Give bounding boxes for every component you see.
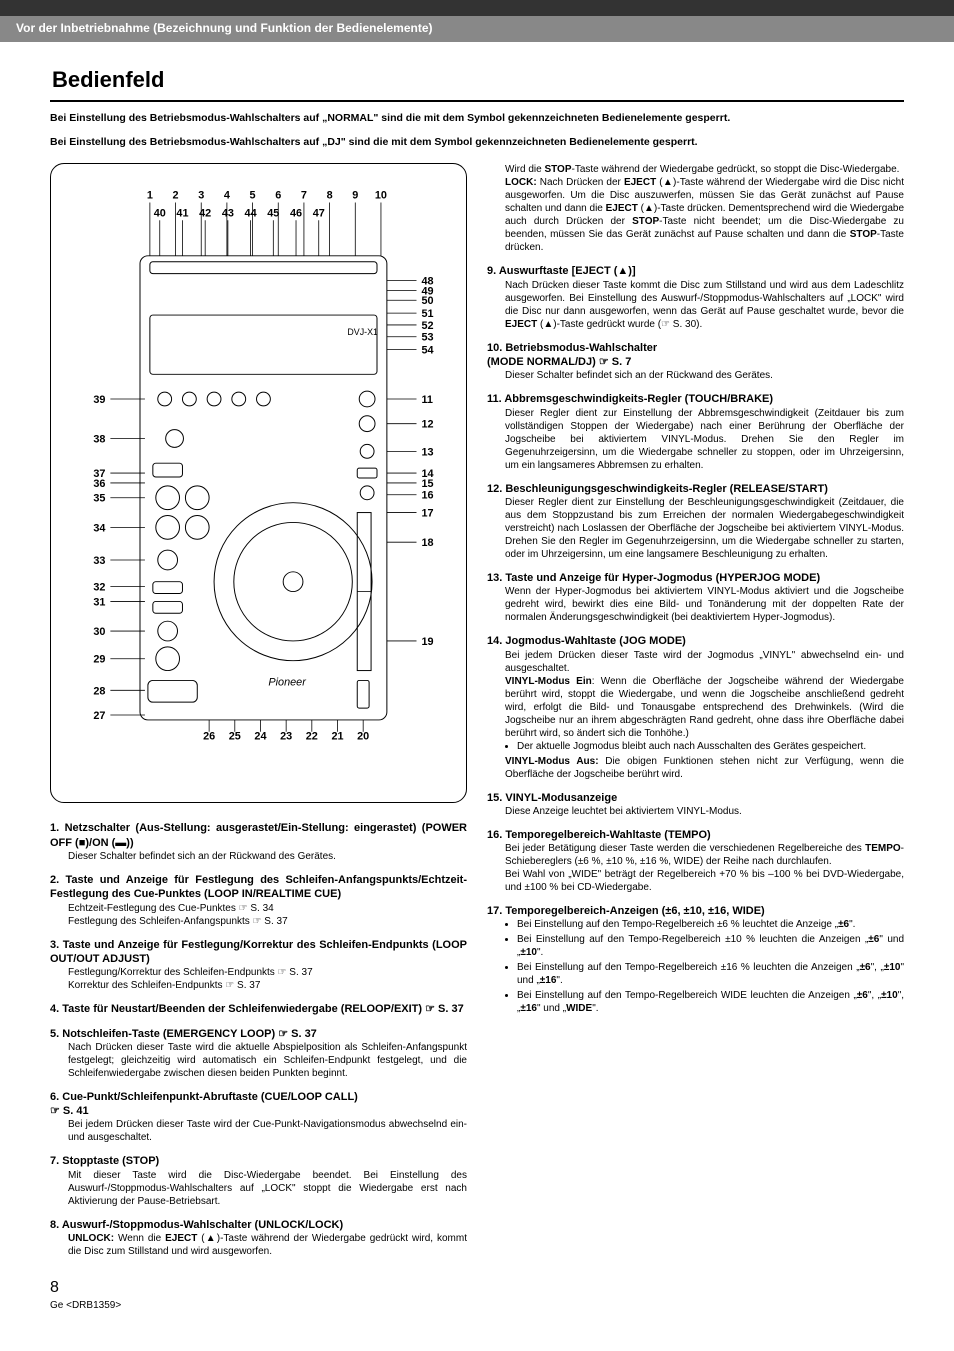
svg-text:35: 35 [93,493,105,505]
svg-text:52: 52 [421,320,433,332]
svg-text:33: 33 [93,555,105,567]
definition-item: 13. Taste und Anzeige für Hyper-Jogmodus… [487,571,904,624]
svg-text:44: 44 [245,208,257,220]
svg-text:15: 15 [421,478,433,490]
definitions-left: 1. Netzschalter (Aus-Stellung: ausgerast… [50,821,467,1258]
svg-text:34: 34 [93,523,105,535]
definitions-right: 9. Auswurftaste [EJECT (▲)]Nach Drücken … [487,264,904,1015]
svg-text:19: 19 [421,636,433,648]
model-text: DVJ-X1 [347,327,378,337]
definition-item: 5. Notschleifen-Taste (EMERGENCY LOOP) ☞… [50,1027,467,1080]
svg-text:13: 13 [421,447,433,459]
svg-text:9: 9 [352,190,358,202]
svg-text:18: 18 [421,538,433,550]
svg-text:25: 25 [229,731,241,743]
continuation-text: Wird die STOP-Taste während der Wiederga… [505,163,904,254]
section-title: Bedienfeld [50,66,904,95]
definition-item: 9. Auswurftaste [EJECT (▲)]Nach Drücken … [487,264,904,330]
bullet-item: Bei Einstellung auf den Tempo-Regelberei… [517,918,904,931]
svg-text:47: 47 [313,208,325,220]
device-diagram: 1234567891040414243444546474849505152535… [50,163,467,803]
svg-text:38: 38 [93,434,105,446]
page-number: 8 [50,1278,121,1299]
svg-text:1: 1 [147,190,153,202]
svg-text:31: 31 [93,597,105,609]
svg-text:22: 22 [306,731,318,743]
breadcrumb-text: Vor der Inbetriebnahme (Bezeichnung und … [16,21,433,37]
definition-item: 10. Betriebsmodus-Wahlschalter(MODE NORM… [487,341,904,383]
page-footer: 8 Ge <DRB1359> [50,1278,904,1312]
svg-text:54: 54 [421,345,433,357]
svg-text:5: 5 [250,190,256,202]
title-rule [50,100,904,102]
brand-text: Pioneer [268,677,306,689]
svg-text:43: 43 [222,208,234,220]
doc-ref: Ge <DRB1359> [50,1299,121,1312]
svg-text:28: 28 [93,686,105,698]
definition-item: 7. Stopptaste (STOP)Mit dieser Taste wir… [50,1154,467,1207]
definition-item: 2. Taste und Anzeige für Festlegung des … [50,873,467,928]
svg-text:20: 20 [357,731,369,743]
svg-text:30: 30 [93,626,105,638]
definition-item: 8. Auswurf-/Stoppmodus-Wahlschalter (UNL… [50,1218,467,1258]
definition-item: 15. VINYL-Modusanzeige Diese Anzeige leu… [487,791,904,818]
definition-item: 11. Abbremsgeschwindigkeits-Regler (TOUC… [487,392,904,471]
svg-text:50: 50 [421,296,433,308]
svg-text:29: 29 [93,654,105,666]
intro-line-1: Bei Einstellung des Betriebsmodus-Wahlsc… [50,112,904,126]
top-bar [0,0,954,16]
definition-item: 17. Temporegelbereich-Anzeigen (±6, ±10,… [487,904,904,1015]
definition-item: 3. Taste und Anzeige für Festlegung/Korr… [50,938,467,993]
svg-text:32: 32 [93,582,105,594]
definition-item: 1. Netzschalter (Aus-Stellung: ausgerast… [50,821,467,863]
intro-line-2: Bei Einstellung des Betriebsmodus-Wahlsc… [50,136,904,150]
definition-item: 14. Jogmodus-Wahltaste (JOG MODE) Bei je… [487,634,904,780]
svg-text:45: 45 [267,208,279,220]
definition-item: 4. Taste für Neustart/Beenden der Schlei… [50,1002,467,1016]
svg-text:3: 3 [198,190,204,202]
svg-text:8: 8 [327,190,333,202]
svg-text:24: 24 [254,731,266,743]
svg-text:41: 41 [176,208,188,220]
svg-text:51: 51 [421,309,433,321]
svg-text:26: 26 [203,731,215,743]
bullet-item: Bei Einstellung auf den Tempo-Regelberei… [517,933,904,959]
svg-text:36: 36 [93,478,105,490]
bullet-item: Der aktuelle Jogmodus bleibt auch nach A… [517,740,904,753]
definition-item: 12. Beschleunigungsgeschwindigkeits-Regl… [487,482,904,561]
svg-text:23: 23 [280,731,292,743]
svg-text:39: 39 [93,394,105,406]
svg-text:17: 17 [421,508,433,520]
svg-text:46: 46 [290,208,302,220]
svg-text:2: 2 [173,190,179,202]
svg-text:11: 11 [421,394,432,406]
svg-text:7: 7 [301,190,307,202]
svg-text:40: 40 [154,208,166,220]
bullet-item: Bei Einstellung auf den Tempo-Regelberei… [517,961,904,987]
header-breadcrumb: Vor der Inbetriebnahme (Bezeichnung und … [0,16,954,42]
bullet-item: Bei Einstellung auf den Tempo-Regelberei… [517,989,904,1015]
svg-text:12: 12 [421,419,433,431]
svg-text:16: 16 [421,490,433,502]
svg-text:53: 53 [421,332,433,344]
definition-item: 6. Cue-Punkt/Schleifenpunkt-Abruftaste (… [50,1090,467,1145]
svg-text:21: 21 [331,731,343,743]
svg-text:6: 6 [275,190,281,202]
svg-text:4: 4 [224,190,230,202]
definition-item: 16. Temporegelbereich-Wahltaste (TEMPO) … [487,828,904,894]
svg-text:10: 10 [375,190,387,202]
svg-text:27: 27 [93,710,105,722]
